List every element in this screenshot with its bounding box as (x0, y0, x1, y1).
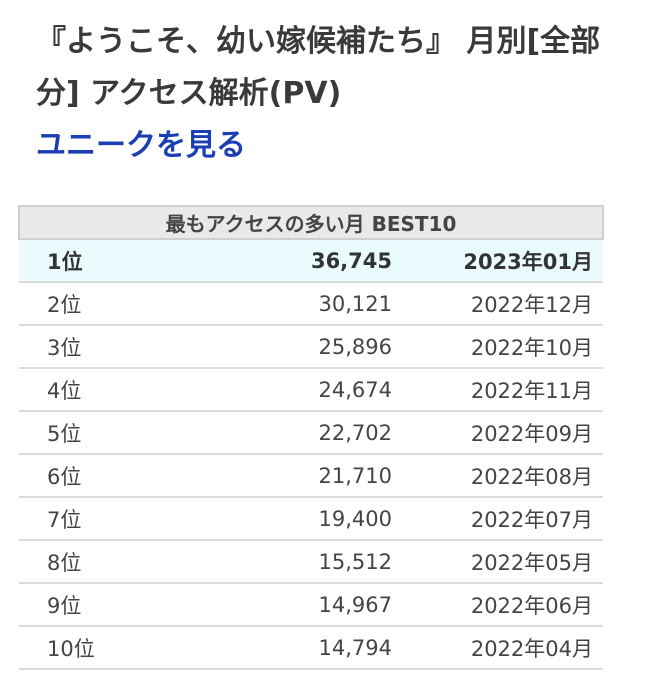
pv-cell: 30,121 (187, 282, 392, 326)
page-title: 『ようこそ、幼い嫁候補たち』 月別[全部分] アクセス解析(PV) (36, 24, 601, 111)
pv-cell: 24,674 (187, 368, 392, 412)
rank-cell: 9位 (19, 583, 187, 627)
rank-cell: 3位 (19, 325, 187, 369)
pv-cell: 14,967 (187, 583, 392, 627)
month-cell: 2022年05月 (392, 540, 603, 584)
pv-cell: 22,702 (187, 411, 392, 455)
month-cell: 2022年11月 (392, 368, 603, 412)
month-cell: 2022年04月 (392, 626, 603, 670)
table-row: 2位 30,121 2022年12月 (19, 282, 603, 326)
month-cell: 2022年12月 (392, 282, 603, 326)
pv-cell: 15,512 (187, 540, 392, 584)
pv-cell: 36,745 (187, 239, 392, 283)
table-row: 4位 24,674 2022年11月 (19, 368, 603, 412)
month-cell: 2022年09月 (392, 411, 603, 455)
rank-cell: 5位 (19, 411, 187, 455)
rank-cell: 7位 (19, 497, 187, 541)
table-row: 3位 25,896 2022年10月 (19, 325, 603, 369)
pv-cell: 14,794 (187, 626, 392, 670)
pv-cell: 25,896 (187, 325, 392, 369)
table-row: 7位 19,400 2022年07月 (19, 497, 603, 541)
table-row: 5位 22,702 2022年09月 (19, 411, 603, 455)
month-cell: 2022年06月 (392, 583, 603, 627)
month-cell: 2022年08月 (392, 454, 603, 498)
unique-view-link[interactable]: ユニークを見る (36, 128, 246, 163)
month-cell: 2023年01月 (392, 239, 603, 283)
month-cell: 2022年10月 (392, 325, 603, 369)
best10-table: 最もアクセスの多い月 BEST10 1位 36,745 2023年01月 2位 … (18, 205, 604, 670)
pv-cell: 21,710 (187, 454, 392, 498)
table-row: 6位 21,710 2022年08月 (19, 454, 603, 498)
table-row: 8位 15,512 2022年05月 (19, 540, 603, 584)
rank-cell: 8位 (19, 540, 187, 584)
rank-cell: 10位 (19, 626, 187, 670)
month-cell: 2022年07月 (392, 497, 603, 541)
table-row: 9位 14,967 2022年06月 (19, 583, 603, 627)
pv-cell: 19,400 (187, 497, 392, 541)
rank-cell: 4位 (19, 368, 187, 412)
rank-cell: 6位 (19, 454, 187, 498)
table-row: 1位 36,745 2023年01月 (19, 239, 603, 283)
rank-cell: 2位 (19, 282, 187, 326)
table-row: 10位 14,794 2022年04月 (19, 626, 603, 670)
table-header: 最もアクセスの多い月 BEST10 (18, 205, 604, 240)
rank-cell: 1位 (19, 239, 187, 283)
